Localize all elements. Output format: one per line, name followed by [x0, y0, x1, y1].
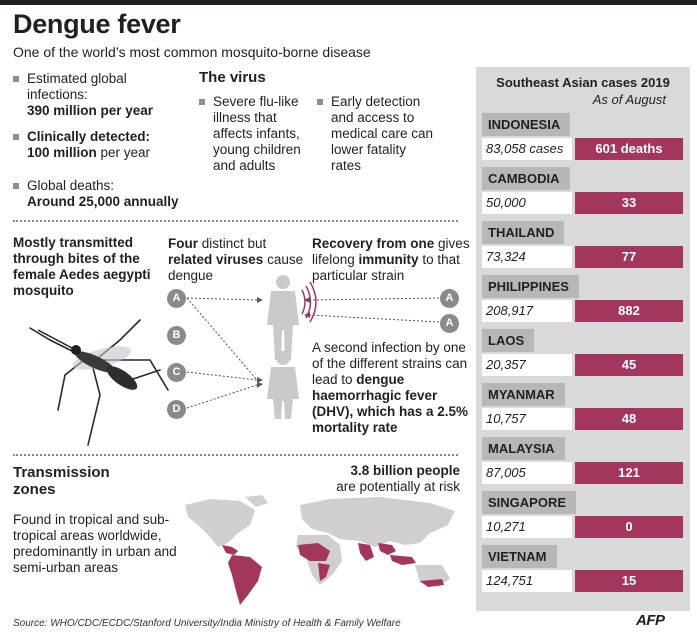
sea-cases-panel: Southeast Asian cases 2019 As of August …: [476, 67, 690, 611]
recovered-strain-circle: A: [440, 289, 459, 308]
country-deaths: 77: [575, 246, 683, 268]
risk-text: 3.8 billion people are potentially at ri…: [320, 463, 460, 495]
country-name: CAMBODIA: [482, 167, 570, 190]
virus-bullet-1: Severe flu-like illness that affects inf…: [199, 94, 311, 174]
mosquito-text: Mostly transmitted through bites of the …: [13, 235, 151, 298]
country-cases: 208,917: [482, 300, 572, 322]
stat-clinical: Clinically detected: 100 million per yea…: [13, 129, 183, 161]
stat-infections-label: Estimated global infections:: [27, 71, 127, 102]
recovery-d: to that particular strain: [312, 252, 460, 283]
country-cases: 87,005: [482, 462, 572, 484]
recovery-b: gives lifelong: [312, 236, 470, 267]
panel-heading: Southeast Asian cases 2019: [496, 75, 670, 90]
country-row: THAILAND 73,324 77: [476, 221, 690, 273]
divider-bottom: [13, 454, 458, 456]
country-deaths: 48: [575, 408, 683, 430]
country-row: LAOS 20,357 45: [476, 329, 690, 381]
zones-heading-1: Transmission: [13, 464, 110, 481]
country-cases: 20,357: [482, 354, 572, 376]
country-row: MALAYSIA 87,005 121: [476, 437, 690, 489]
country-row: VIETNAM 124,751 15: [476, 545, 690, 597]
virus-bullet-2: Early detection and access to medical ca…: [317, 94, 437, 174]
stat-infections-value: 390 million per year: [27, 103, 154, 118]
strain-c-circle: C: [167, 363, 186, 382]
stat-clinical-label: Clinically detected:: [27, 129, 151, 144]
country-deaths: 882: [575, 300, 683, 322]
stat-infections: Estimated global infections: 390 million…: [13, 71, 183, 119]
second-a: A second infection by one of the differe…: [312, 340, 468, 387]
country-row: INDONESIA 83,058 cases 601 deaths: [476, 113, 690, 165]
stat-clinical-suffix: per year: [96, 145, 151, 160]
panel-subheading: As of August: [592, 92, 666, 107]
strain-b-circle: B: [167, 326, 186, 345]
country-row: MYANMAR 10,757 48: [476, 383, 690, 435]
four-b: distinct but: [198, 236, 267, 251]
person-recovered-icon: [267, 275, 299, 360]
risk-b: are potentially at risk: [336, 479, 460, 494]
country-name: MYANMAR: [482, 383, 565, 406]
page-title: Dengue fever: [13, 9, 181, 39]
country-name: VIETNAM: [482, 545, 557, 568]
zones-heading-2: zones: [13, 481, 56, 498]
country-deaths: 15: [575, 570, 683, 592]
source-note: Source: WHO/CDC/ECDC/Stanford University…: [13, 618, 401, 629]
four-viruses-text: Four distinct but related viruses cause …: [168, 236, 313, 284]
country-cases: 83,058 cases: [482, 138, 572, 160]
country-name: INDONESIA: [482, 113, 571, 136]
recovery-text: Recovery from one gives lifelong immunit…: [312, 236, 472, 284]
second-b: dengue haemorrhagic fever (DHV), which h…: [312, 372, 469, 435]
person-infected-icon: [267, 351, 299, 419]
stat-deaths-label: Global deaths:: [27, 178, 115, 193]
infection-diagram: [186, 275, 440, 419]
afp-logo: AFP: [636, 612, 665, 629]
reinfection-strain-circle: A: [440, 314, 459, 333]
country-name: LAOS: [482, 329, 535, 352]
country-deaths: 0: [575, 516, 683, 538]
recovery-c: immunity: [358, 252, 419, 267]
four-a: Four: [168, 236, 198, 251]
four-c: related viruses: [168, 252, 264, 267]
four-d: cause dengue: [168, 252, 304, 283]
country-name: PHILIPPINES: [482, 275, 579, 298]
country-deaths: 121: [575, 462, 683, 484]
country-deaths: 33: [575, 192, 683, 214]
stat-deaths-value: Around 25,000: [27, 194, 121, 209]
country-name: THAILAND: [482, 221, 565, 244]
country-row: CAMBODIA 50,000 33: [476, 167, 690, 219]
country-row: SINGAPORE 10,271 0: [476, 491, 690, 543]
country-cases: 73,324: [482, 246, 572, 268]
zones-text: Found in tropical and sub-tropical areas…: [13, 512, 177, 575]
mosquito-icon: [29, 319, 169, 446]
country-deaths: 601 deaths: [575, 138, 683, 160]
country-cases: 50,000: [482, 192, 572, 214]
country-cases: 124,751: [482, 570, 572, 592]
second-infection-text: A second infection by one of the differe…: [312, 340, 472, 436]
top-rule: [0, 0, 697, 5]
country-cases: 10,757: [482, 408, 572, 430]
strain-d-circle: D: [167, 400, 186, 419]
strain-a-circle: A: [167, 289, 186, 308]
country-name: MALAYSIA: [482, 437, 565, 460]
divider-top: [13, 220, 458, 222]
virus-heading: The virus: [199, 69, 266, 86]
zones-heading: Transmission zones: [13, 464, 110, 498]
recovery-a: Recovery from one: [312, 236, 435, 251]
country-name: SINGAPORE: [482, 491, 577, 514]
country-deaths: 45: [575, 354, 683, 376]
stat-clinical-value: 100 million: [27, 145, 97, 160]
stat-deaths-suffix: annually: [120, 194, 179, 209]
risk-a: 3.8 billion people: [350, 463, 460, 478]
country-cases: 10,271: [482, 516, 572, 538]
world-map: [185, 495, 455, 605]
stat-deaths: Global deaths: Around 25,000 annually: [13, 178, 198, 210]
page-subtitle: One of the world’s most common mosquito-…: [13, 44, 371, 60]
country-row: PHILIPPINES 208,917 882: [476, 275, 690, 327]
